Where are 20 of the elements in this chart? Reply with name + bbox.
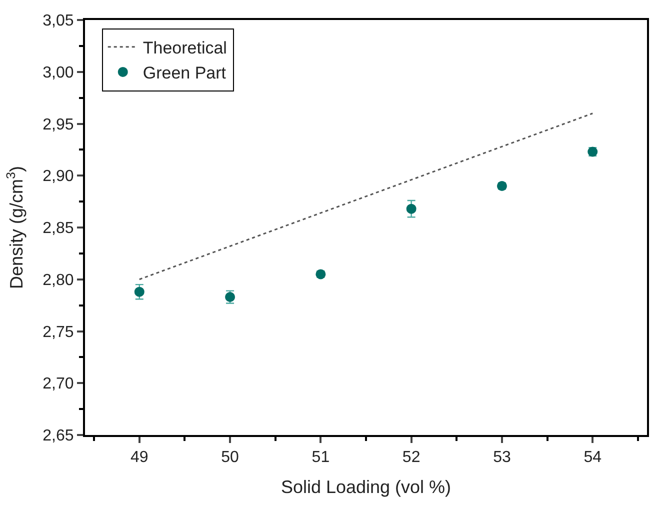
- y-tick-label: 2,90: [42, 168, 74, 186]
- legend-label: Theoretical: [142, 38, 227, 58]
- y-tick-label: 2,80: [42, 272, 74, 289]
- y-tick-label: 2,75: [42, 324, 74, 341]
- x-tick-label: 53: [493, 449, 511, 466]
- y-tick-label: 2,65: [42, 428, 74, 445]
- y-tick-label: 2,95: [42, 116, 74, 134]
- y-tick-label: 2,85: [42, 220, 74, 238]
- x-tick-label: 50: [221, 449, 240, 466]
- x-axis-title: Solid Loading (vol %): [280, 476, 452, 497]
- x-tick-label: 54: [584, 449, 602, 466]
- point: [406, 204, 416, 214]
- point: [134, 286, 144, 297]
- y-tick-label: 3,00: [42, 64, 74, 82]
- x-tick-label: 51: [312, 449, 330, 466]
- x-tick-label: 52: [402, 449, 420, 466]
- y-tick-label: 2,70: [42, 376, 74, 393]
- x-tick-label: 49: [130, 449, 148, 466]
- legend-label: Green Part: [142, 64, 226, 83]
- y-tick-label: 3,05: [42, 12, 74, 30]
